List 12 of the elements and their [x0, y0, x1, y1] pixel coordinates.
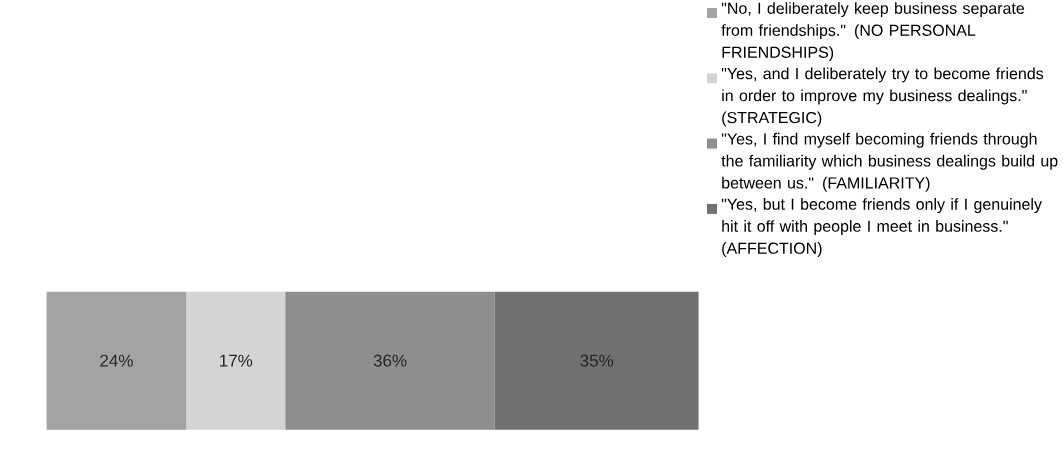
bar [494, 291, 699, 430]
legend-label: "Yes, I find myself becoming friends through the familiarity which business dealings build up between us." (FAMILIARITY) [721, 132, 1058, 192]
legend-label: "No, I deliberately keep business separate from friendships." (NO PERSONAL FRIENDSHIPS) [721, 2, 1025, 62]
data-label: 36% [373, 354, 407, 367]
legend-label: "Yes, and I deliberately try to become friends in order to improve my business dealings." (STRATEGIC) [721, 67, 1044, 127]
legend-label: "Yes, but I become friends only if I genuinely hit it off with people I meet in business." (AFFECTION) [721, 198, 1042, 258]
data-label: 24% [100, 354, 133, 367]
data-label: 35% [580, 354, 614, 367]
bar [186, 291, 286, 430]
bar [46, 291, 187, 430]
data-label: 17% [220, 354, 253, 367]
bar [285, 291, 495, 430]
